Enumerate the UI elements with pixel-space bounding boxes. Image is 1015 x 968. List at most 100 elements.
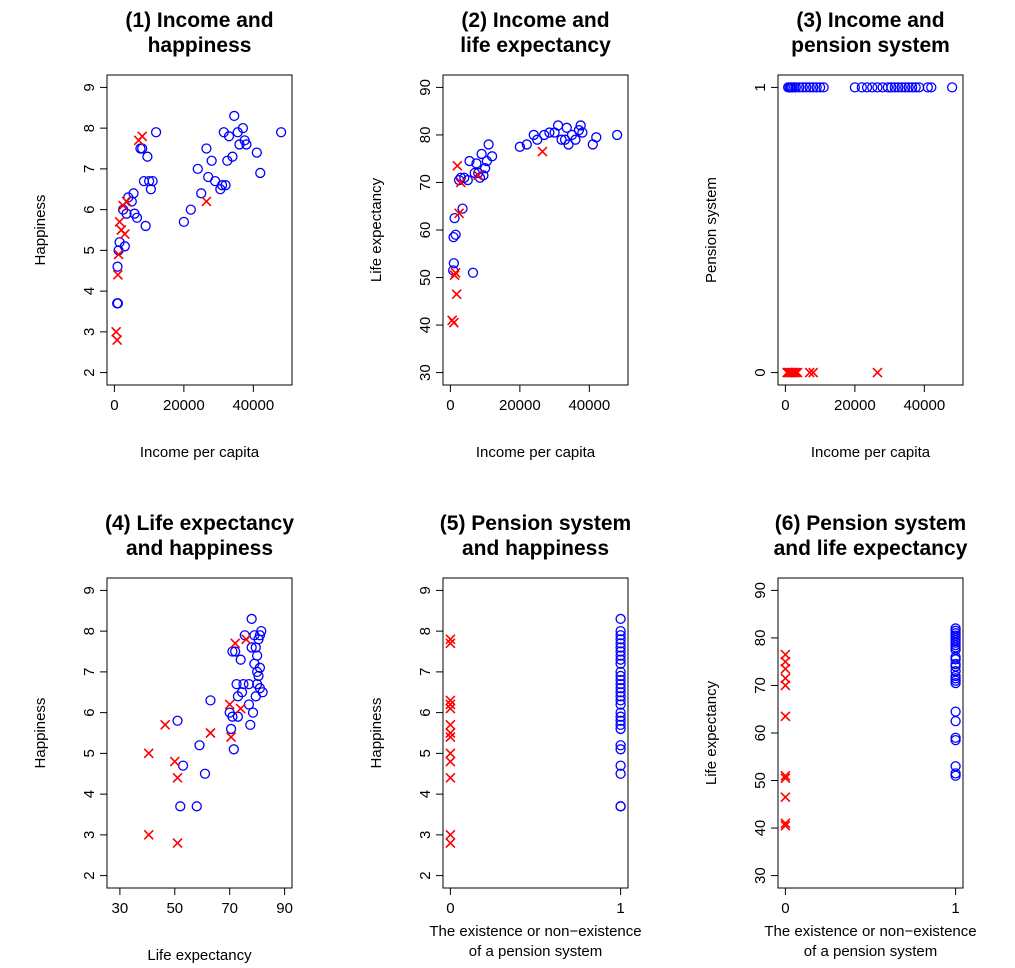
data-point-no-pension <box>780 673 791 684</box>
data-point-no-pension <box>448 317 459 328</box>
data-point-pension <box>473 167 484 179</box>
data-point-pension <box>950 623 961 634</box>
data-point-pension <box>552 120 564 131</box>
data-point-pension <box>175 801 186 812</box>
plot-frame <box>777 577 964 889</box>
data-point-pension <box>448 231 459 243</box>
chart-title-line: (4) Life expectancy <box>105 512 294 535</box>
x-axis-label: Income per capita <box>811 444 931 461</box>
data-point-no-pension <box>121 196 132 207</box>
data-point-pension <box>521 139 532 150</box>
y-tick-label: 9 <box>81 83 98 91</box>
data-point-pension <box>577 127 588 138</box>
data-point-pension <box>804 82 815 93</box>
data-point-pension <box>112 261 123 272</box>
data-point-pension <box>615 630 626 641</box>
y-tick-label: 2 <box>417 871 434 879</box>
data-point-pension <box>615 715 626 726</box>
data-point-no-pension <box>235 703 246 714</box>
data-point-pension <box>514 141 526 152</box>
data-point-pension <box>140 220 151 232</box>
y-tick-label: 5 <box>81 749 98 757</box>
data-point-no-pension <box>454 208 465 219</box>
y-tick-label: 60 <box>417 222 434 239</box>
data-point-pension <box>811 82 822 93</box>
data-point-pension <box>199 768 211 779</box>
data-point-no-pension <box>450 267 461 278</box>
chart-title-line: (5) Pension system <box>440 512 631 535</box>
x-tick-label: 40000 <box>568 397 610 414</box>
y-tick-label: 9 <box>81 586 98 594</box>
data-point-pension <box>575 120 586 131</box>
data-point-pension <box>615 760 626 771</box>
data-point-no-pension <box>808 367 819 378</box>
x-tick-label: 90 <box>276 900 293 917</box>
data-point-no-pension <box>455 177 466 188</box>
data-point-no-pension <box>143 748 154 759</box>
y-tick-label: 8 <box>81 124 98 132</box>
data-point-pension <box>255 167 266 179</box>
chart-title-line: and happiness <box>126 537 273 560</box>
data-point-no-pension <box>451 289 462 300</box>
y-tick-label: 80 <box>417 127 434 144</box>
data-point-pension <box>251 147 262 158</box>
data-point-pension <box>861 82 873 93</box>
x-axis-label: Income per capita <box>140 444 260 461</box>
data-point-pension <box>615 683 626 694</box>
data-point-pension <box>177 760 189 771</box>
data-point-no-pension <box>780 773 791 784</box>
data-point-no-pension <box>445 748 456 759</box>
x-tick-label: 0 <box>781 900 789 917</box>
data-point-pension <box>448 258 460 269</box>
data-point-pension <box>138 175 150 187</box>
data-point-pension <box>241 139 252 150</box>
data-point-pension <box>147 175 158 187</box>
data-point-no-pension <box>169 756 180 767</box>
data-point-pension <box>449 212 460 224</box>
data-point-pension <box>544 127 555 138</box>
data-point-pension <box>615 768 626 779</box>
data-point-pension <box>206 155 217 166</box>
data-point-no-pension <box>780 770 791 781</box>
data-point-no-pension <box>445 695 456 706</box>
y-tick-label: 5 <box>81 246 98 254</box>
y-tick-label: 0 <box>752 368 769 376</box>
data-point-no-pension <box>452 160 463 171</box>
data-point-pension <box>856 82 867 93</box>
data-point-pension <box>251 650 263 661</box>
data-point-pension <box>471 158 482 169</box>
data-point-pension <box>228 744 239 755</box>
x-tick-label: 0 <box>446 900 454 917</box>
x-axis-label: The existence or non−existence <box>429 923 641 940</box>
y-tick-label: 7 <box>417 668 434 676</box>
chart-title-line: (6) Pension system <box>775 512 966 535</box>
data-point-pension <box>532 134 543 145</box>
chart-title-line: (2) Income and <box>461 9 609 32</box>
x-tick-label: 20000 <box>163 397 205 414</box>
data-point-no-pension <box>241 634 252 645</box>
data-point-pension <box>615 695 626 706</box>
y-tick-label: 3 <box>81 328 98 336</box>
y-tick-label: 3 <box>81 831 98 839</box>
data-point-pension <box>220 180 231 191</box>
data-point-no-pension <box>445 732 456 743</box>
data-point-pension <box>247 707 259 718</box>
data-point-pension <box>615 740 626 751</box>
data-point-no-pension <box>780 792 791 803</box>
y-tick-label: 60 <box>752 725 769 742</box>
data-point-pension <box>615 642 626 653</box>
data-point-pension <box>872 82 883 93</box>
data-point-no-pension <box>780 818 791 829</box>
data-point-pension <box>142 151 153 162</box>
data-point-pension <box>797 82 808 93</box>
data-point-pension <box>615 723 626 735</box>
data-point-pension <box>194 740 205 751</box>
data-point-pension <box>486 151 498 162</box>
y-tick-label: 7 <box>81 668 98 676</box>
data-point-pension <box>611 129 623 141</box>
data-point-no-pension <box>445 699 456 710</box>
y-axis-label: Happiness <box>368 698 385 769</box>
